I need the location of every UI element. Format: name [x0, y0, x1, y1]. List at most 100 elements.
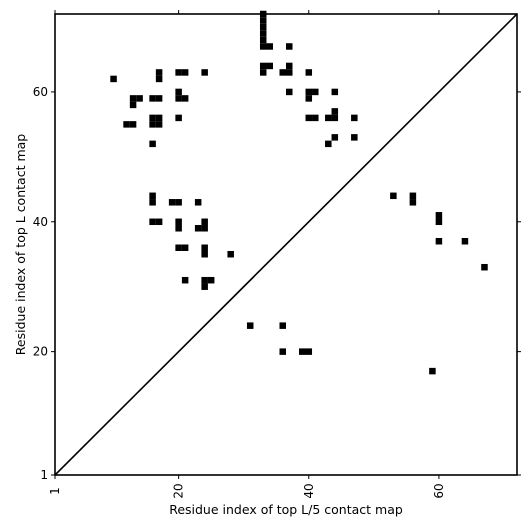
contact-cell-upper: [168, 199, 176, 206]
contact-cell-upper: [331, 108, 339, 115]
contact-cell-upper: [259, 30, 267, 37]
contact-cell-upper: [351, 134, 358, 141]
x-tick-label: 20: [172, 483, 186, 498]
contact-cell-upper: [149, 121, 156, 128]
contact-cell-lower: [390, 192, 397, 200]
contact-cell-upper: [181, 244, 189, 251]
contact-cell-upper: [175, 114, 182, 122]
contact-cell-lower: [435, 218, 443, 226]
contact-cell-upper: [155, 121, 163, 128]
contact-cell-upper: [194, 199, 202, 206]
y-axis-label: Residue index of top L contact map: [13, 134, 28, 355]
contact-cell-upper: [305, 69, 313, 76]
contact-cell-upper: [325, 140, 332, 148]
contact-cell-lower: [305, 348, 313, 355]
contact-cell-upper: [312, 114, 319, 122]
contact-cell-upper: [312, 88, 319, 96]
contact-cell-upper: [331, 134, 339, 141]
contact-cell-upper: [155, 95, 163, 102]
contact-cell-upper: [181, 95, 189, 102]
contact-cell-upper: [201, 276, 208, 284]
contact-cell-upper: [201, 250, 208, 258]
contact-cell-upper: [175, 225, 182, 232]
contact-cell-upper: [201, 283, 208, 290]
contact-cell-lower: [299, 348, 306, 355]
contact-cell-upper: [259, 36, 267, 44]
diagonal-line: [54, 13, 518, 476]
contact-cell-upper: [181, 276, 189, 284]
contact-cell-lower: [409, 192, 417, 200]
contact-cell-upper: [259, 23, 267, 31]
contact-cell-upper: [181, 69, 189, 76]
contact-cell-upper: [129, 121, 137, 128]
contact-cell-upper: [331, 88, 339, 96]
contact-cell-lower: [409, 199, 417, 206]
contact-cell-upper: [286, 43, 293, 50]
contact-cell-lower: [435, 238, 443, 245]
contact-cell-upper: [201, 69, 208, 76]
contact-cell-upper: [155, 114, 163, 122]
contact-cell-upper: [259, 69, 267, 76]
contact-cell-upper: [266, 62, 273, 70]
contact-cell-upper: [286, 69, 293, 76]
contact-cell-upper: [155, 69, 163, 76]
contact-cell-upper: [155, 75, 163, 83]
contact-cell-upper: [129, 95, 137, 102]
x-tick-label: 40: [302, 483, 316, 498]
contact-cell-upper: [259, 62, 267, 70]
contact-cell-upper: [149, 199, 156, 206]
contact-cell-upper: [175, 88, 182, 96]
contact-cell-upper: [149, 192, 156, 200]
contact-cell-upper: [110, 75, 117, 83]
x-tick-label: 60: [432, 483, 446, 498]
y-tick-label: 40: [33, 215, 48, 229]
contact-cell-lower: [429, 367, 436, 375]
tick-labels: 1 20 40 60 1 20 40 60: [33, 85, 446, 499]
contact-cell-upper: [194, 225, 202, 232]
contact-cell-upper: [201, 218, 208, 226]
contact-cell-upper: [129, 101, 137, 109]
contact-cell-upper: [351, 114, 358, 122]
contact-cell-upper: [279, 69, 286, 76]
contact-cell-upper: [305, 95, 313, 102]
contact-cell-upper: [201, 244, 208, 251]
contact-cell-upper: [305, 114, 313, 122]
contact-cell-upper: [149, 114, 156, 122]
contact-cell-upper: [286, 88, 293, 96]
contact-cell-lower: [246, 322, 254, 329]
contact-cell-upper: [266, 43, 273, 50]
contact-cell-upper: [227, 250, 234, 258]
contact-cell-upper: [155, 218, 163, 226]
contact-cell-upper: [175, 218, 182, 226]
contact-cell-upper: [149, 140, 156, 148]
contact-cell-lower: [435, 212, 443, 219]
contact-cell-upper: [325, 114, 332, 122]
y-tick-label: 20: [33, 345, 48, 359]
contact-cell-upper: [201, 225, 208, 232]
contact-cell-lower: [279, 348, 286, 355]
contact-cell-upper: [286, 62, 293, 70]
contact-cell-upper: [123, 121, 130, 128]
contact-cell-upper: [175, 199, 182, 206]
contact-cell-upper: [175, 244, 182, 251]
contact-cell-lower: [461, 238, 469, 245]
y-tick-label: 60: [33, 85, 48, 99]
contact-cell-upper: [207, 276, 215, 284]
contact-cell-upper: [136, 95, 143, 102]
contact-cell-lower: [481, 263, 488, 271]
x-axis-label: Residue index of top L/5 contact map: [169, 502, 403, 517]
contact-cell-upper: [305, 88, 313, 96]
plot-frame: [54, 13, 518, 476]
contact-cell-upper: [259, 17, 267, 24]
contact-cell-upper: [149, 218, 156, 226]
contact-cell-upper: [175, 69, 182, 76]
contact-cell-upper: [175, 95, 182, 102]
contact-cell-lower: [279, 322, 286, 329]
contact-cell-upper: [331, 114, 339, 122]
y-tick-label: 1: [40, 468, 48, 482]
x-tick-label: 1: [48, 487, 62, 495]
contact-cells: [110, 10, 488, 375]
contact-cell-upper: [149, 95, 156, 102]
contact-cell-upper: [259, 43, 267, 50]
